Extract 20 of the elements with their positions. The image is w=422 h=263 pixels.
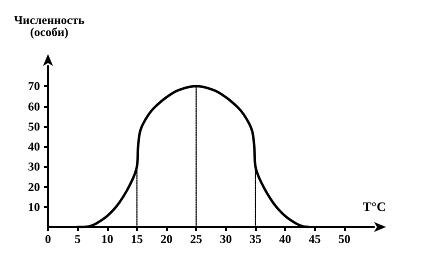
y-tick-label: 10 xyxy=(28,200,40,214)
y-tick-label: 60 xyxy=(28,99,40,114)
y-tick-label: 50 xyxy=(28,119,40,134)
x-axis-title: T°C xyxy=(362,199,386,214)
y-tick-label: 20 xyxy=(28,180,40,194)
y-axis-title: Численность (особи) xyxy=(14,13,86,39)
x-tick-label: 0 xyxy=(45,232,51,246)
x-tick-label: 5 xyxy=(74,232,81,246)
x-tick-label: 35 xyxy=(249,232,262,246)
x-tick-label: 15 xyxy=(130,232,143,246)
x-tick-label: 40 xyxy=(279,232,292,246)
x-tick-label: 45 xyxy=(308,232,321,246)
x-tick-label: 10 xyxy=(101,232,114,246)
x-tick-label: 20 xyxy=(160,232,173,246)
x-tick-label: 30 xyxy=(220,232,232,246)
x-tick-label: 25 xyxy=(190,232,202,246)
y-tick-label: 70 xyxy=(28,79,40,94)
x-tick-label: 50 xyxy=(338,232,350,246)
y-tick-label: 40 xyxy=(28,140,40,154)
y-tick-label: 30 xyxy=(28,160,40,174)
